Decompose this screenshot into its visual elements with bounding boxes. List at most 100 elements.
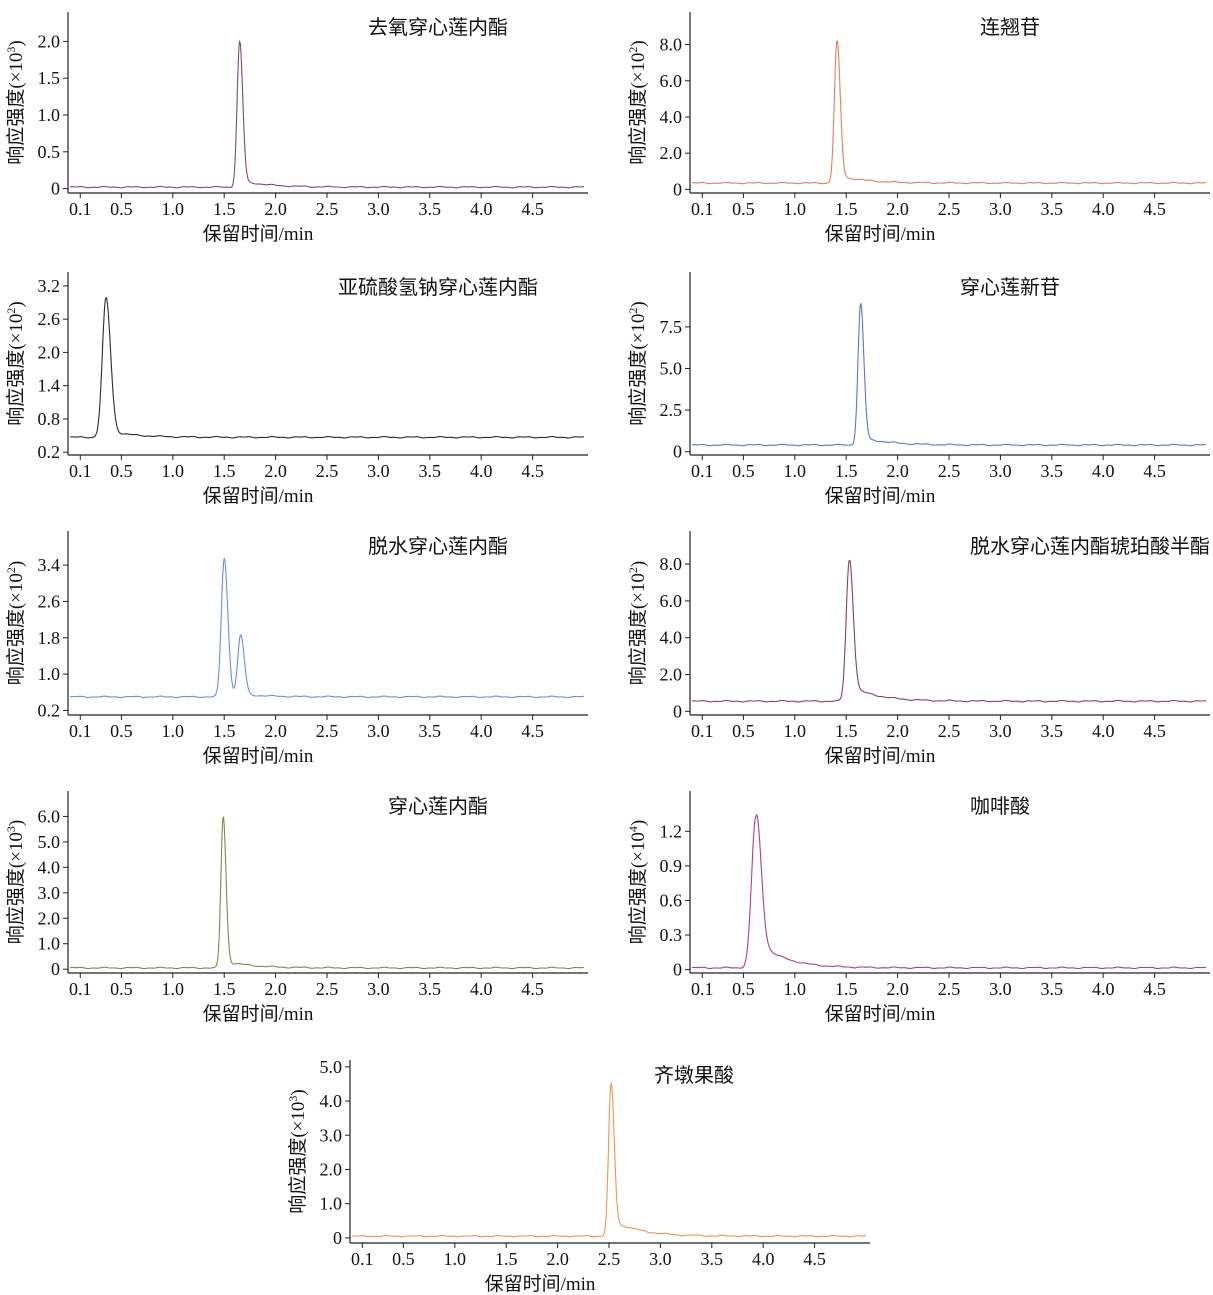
y-tick-label: 0.8 — [38, 409, 61, 429]
y-tick-label: 2.5 — [660, 400, 683, 420]
panel-title: 亚硫酸氢钠穿心莲内酯 — [338, 275, 538, 299]
x-tick-label: 0.1 — [69, 461, 92, 481]
x-tick-label: 0.5 — [110, 461, 133, 481]
y-tick-label: 0 — [673, 442, 682, 462]
chromatogram-trace — [691, 40, 1206, 185]
y-tick-label: 0.2 — [38, 442, 61, 462]
y-tick-label: 2.6 — [38, 591, 61, 611]
y-tick-label: 3.4 — [38, 555, 61, 575]
y-tick-label: 5.0 — [320, 1057, 343, 1077]
y-tick-label: 3.2 — [38, 276, 61, 296]
panel-title: 咖啡酸 — [970, 794, 1030, 818]
x-tick-label: 2.0 — [546, 1249, 569, 1269]
y-tick-label: 2.0 — [660, 143, 683, 163]
y-tick-label: 4.0 — [660, 628, 683, 648]
x-tick-label: 0.1 — [69, 979, 92, 999]
x-tick-label: 1.0 — [784, 721, 807, 741]
x-axis-title: 保留时间/min — [203, 485, 314, 507]
chart-panel-4: 0.1 0.5 1.0 1.5 2.0 2.5 3.0 3.5 4.0 4.5 0 2.5 5.0 7.5… — [626, 272, 1210, 507]
x-tick-label: 3.5 — [1041, 721, 1064, 741]
x-tick-label: 4.5 — [1143, 979, 1166, 999]
y-tick-label: 0 — [333, 1228, 342, 1248]
x-tick-label: 1.0 — [784, 461, 807, 481]
x-tick-label: 3.0 — [649, 1249, 672, 1269]
x-axis-title: 保留时间/min — [825, 485, 936, 507]
y-tick-label: 7.5 — [660, 317, 683, 337]
x-tick-label: 2.0 — [264, 721, 287, 741]
y-tick-label: 2.0 — [660, 665, 683, 685]
x-tick-label: 0.1 — [351, 1249, 374, 1269]
panel-title: 齐墩果酸 — [654, 1063, 734, 1087]
x-tick-label: 1.5 — [495, 1249, 518, 1269]
x-tick-label: 2.5 — [316, 979, 339, 999]
x-tick-label: 2.5 — [938, 199, 961, 219]
x-tick-label: 3.0 — [367, 979, 390, 999]
x-tick-label: 0.5 — [110, 979, 133, 999]
x-tick-label: 2.5 — [938, 721, 961, 741]
y-tick-label: 1.0 — [38, 934, 61, 954]
x-tick-label: 2.0 — [264, 979, 287, 999]
y-tick-label: 3.0 — [38, 883, 61, 903]
x-tick-label: 1.0 — [784, 199, 807, 219]
x-tick-label: 3.0 — [989, 721, 1012, 741]
y-tick-label: 1.0 — [38, 105, 61, 125]
x-tick-label: 3.0 — [989, 199, 1012, 219]
y-tick-label: 2.6 — [38, 309, 61, 329]
x-tick-label: 3.5 — [1041, 199, 1064, 219]
chart-panel-6: 0.1 0.5 1.0 1.5 2.0 2.5 3.0 3.5 4.0 4.5 0 2.0 4.0 6.0… — [626, 531, 1210, 767]
x-tick-label: 0.1 — [69, 199, 92, 219]
x-tick-label: 4.0 — [752, 1249, 775, 1269]
y-tick-label: 4.0 — [320, 1091, 343, 1111]
y-tick-label: 2.0 — [38, 342, 61, 362]
x-tick-label: 4.5 — [521, 721, 544, 741]
x-tick-label: 0.5 — [110, 721, 133, 741]
y-tick-label: 8.0 — [660, 554, 683, 574]
panel-title: 脱水穿心莲内酯琥珀酸半酯 — [970, 534, 1210, 558]
x-tick-label: 1.0 — [162, 199, 185, 219]
x-tick-label: 1.0 — [784, 979, 807, 999]
x-tick-label: 3.5 — [1041, 461, 1064, 481]
x-tick-label: 4.5 — [521, 199, 544, 219]
x-tick-label: 3.5 — [419, 461, 442, 481]
y-axis-title: 响应强度(×103) — [4, 40, 27, 164]
x-tick-label: 4.0 — [1092, 979, 1115, 999]
y-tick-label: 1.5 — [38, 68, 61, 88]
chart-panel-8: 0.1 0.5 1.0 1.5 2.0 2.5 3.0 3.5 4.0 4.5 0 0.3 0.6 0.9… — [626, 791, 1210, 1025]
x-tick-label: 2.5 — [598, 1249, 621, 1269]
chromatogram-trace — [692, 559, 1206, 703]
y-axis-title: 响应强度(×103) — [4, 820, 27, 944]
x-tick-label: 0.5 — [732, 979, 755, 999]
x-tick-label: 4.5 — [1143, 461, 1166, 481]
y-axis-title: 响应强度(×103) — [286, 1089, 309, 1213]
x-tick-label: 2.5 — [316, 461, 339, 481]
y-tick-label: 4.0 — [38, 857, 61, 877]
x-tick-label: 0.5 — [392, 1249, 415, 1269]
x-tick-label: 0.1 — [691, 721, 714, 741]
y-tick-label: 1.8 — [38, 628, 61, 648]
x-tick-label: 3.5 — [419, 721, 442, 741]
y-tick-label: 0.9 — [660, 856, 683, 876]
x-tick-label: 0.5 — [732, 461, 755, 481]
x-tick-label: 4.5 — [1143, 199, 1166, 219]
x-tick-label: 0.1 — [691, 199, 714, 219]
x-tick-label: 1.5 — [835, 979, 858, 999]
y-tick-label: 0.3 — [660, 925, 683, 945]
y-axis-title: 响应强度(×102) — [4, 301, 27, 425]
panel-title: 穿心莲新苷 — [960, 275, 1060, 299]
y-tick-label: 2.0 — [38, 31, 61, 51]
x-tick-label: 4.0 — [1092, 199, 1115, 219]
x-tick-label: 3.0 — [367, 461, 390, 481]
y-axis-title: 响应强度(×104) — [626, 820, 649, 944]
x-tick-label: 1.5 — [835, 721, 858, 741]
x-tick-label: 4.5 — [521, 461, 544, 481]
y-tick-label: 0 — [673, 179, 682, 199]
y-axis-title: 响应强度(×102) — [626, 301, 649, 425]
y-tick-label: 0 — [673, 701, 682, 721]
chromatogram-trace — [69, 557, 585, 699]
x-tick-label: 3.0 — [989, 461, 1012, 481]
y-tick-label: 0 — [51, 959, 60, 979]
y-tick-label: 5.0 — [38, 832, 61, 852]
x-tick-label: 2.5 — [316, 199, 339, 219]
x-tick-label: 2.0 — [264, 199, 287, 219]
